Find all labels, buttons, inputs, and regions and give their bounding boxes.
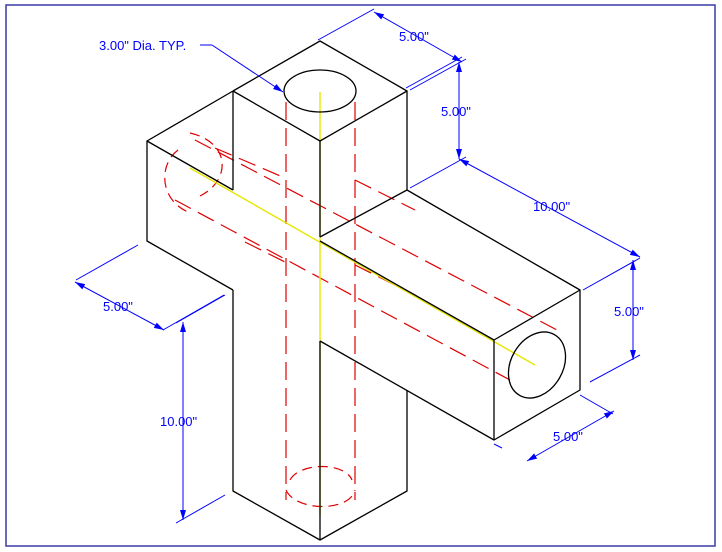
arm-length-label: 10.00"	[533, 199, 571, 214]
right-height-label: 5.00"	[614, 304, 644, 319]
top-width-label: 5.00"	[399, 29, 429, 44]
hidden-lines	[164, 102, 558, 507]
center-lines	[189, 92, 536, 515]
right-width-label: 5.00"	[553, 429, 583, 444]
hole-callout-label: 3.00" Dia. TYP.	[99, 38, 186, 53]
drawing-frame	[5, 4, 716, 547]
top-height-label: 5.00"	[441, 104, 471, 119]
right-hole	[507, 331, 567, 399]
dimension-labels: 3.00" Dia. TYP. 5.00" 5.00" 10.00" 5.00"…	[99, 29, 644, 444]
bottom-length-label: 10.00"	[160, 414, 198, 429]
dimension-lines	[74, 8, 641, 524]
top-hole	[283, 69, 357, 113]
left-width-label: 5.00"	[103, 299, 133, 314]
object-outline	[146, 40, 581, 541]
